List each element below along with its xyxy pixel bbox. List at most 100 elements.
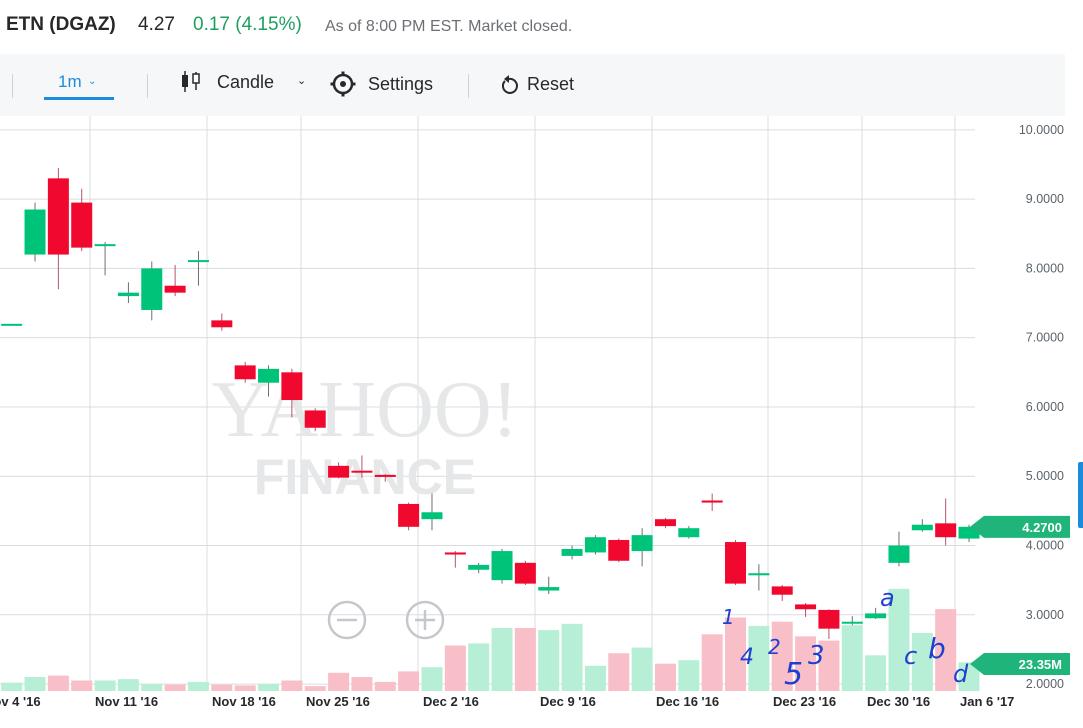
volume-bar — [187, 681, 209, 691]
chevron-down-icon: ⌄ — [88, 76, 97, 87]
candle-body — [304, 410, 326, 428]
y-tick-label: 5.0000 — [1026, 469, 1064, 483]
candle-body — [421, 512, 443, 520]
y-tick-label: 6.0000 — [1026, 400, 1064, 414]
toolbar-divider — [147, 74, 148, 98]
candle-body — [935, 523, 957, 538]
watermark-finance: FINANCE — [254, 449, 476, 505]
candle-body — [258, 368, 280, 383]
candle-body — [164, 285, 186, 293]
candle-body — [795, 604, 817, 610]
volume-bar — [468, 643, 490, 691]
x-tick-label: Dec 30 '16 — [867, 694, 930, 709]
settings-button[interactable]: Settings — [330, 68, 460, 100]
y-tick-label: 10.0000 — [1019, 123, 1064, 137]
toolbar-divider — [12, 74, 13, 98]
ticker-symbol: ETN (DGAZ) — [6, 14, 116, 35]
market-status: As of 8:00 PM EST. Market closed. — [325, 18, 573, 35]
candle-body — [141, 268, 163, 310]
candle-body — [678, 528, 700, 538]
volume-bar — [374, 681, 396, 691]
volume-bar — [328, 672, 350, 691]
reset-button[interactable]: Reset — [500, 68, 590, 100]
x-tick-label: Dec 23 '16 — [773, 694, 836, 709]
volume-bar — [421, 667, 443, 691]
candle-body — [117, 292, 139, 297]
x-tick-label: Dec 9 '16 — [540, 694, 596, 709]
candle-body — [958, 526, 980, 539]
volume-bar — [608, 653, 630, 691]
chart-type-dropdown[interactable]: Candle ⌄ — [180, 68, 315, 100]
reset-label: Reset — [527, 74, 575, 94]
volume-bar — [865, 655, 887, 691]
volume-bar — [654, 663, 676, 691]
zoom-in-button[interactable] — [405, 600, 445, 640]
volume-bar — [304, 686, 326, 691]
handwritten-annotation: b — [928, 632, 946, 665]
volume-bar — [888, 588, 910, 691]
candle-body — [234, 365, 256, 380]
volume-bar — [701, 634, 723, 691]
volume-bar — [561, 623, 583, 691]
volume-bar — [1, 682, 23, 691]
handwritten-annotation: 5 — [784, 657, 803, 692]
handwritten-annotation: d — [953, 660, 969, 688]
volume-bar — [164, 684, 186, 691]
x-tick-label: Nov 25 '16 — [306, 694, 370, 709]
y-tick-label: 3.0000 — [1026, 608, 1064, 622]
chevron-down-icon: ⌄ — [297, 75, 307, 87]
candle-body — [24, 209, 46, 255]
candle-body — [514, 562, 536, 584]
x-tick-label: Dec 16 '16 — [656, 694, 719, 709]
y-tick-label: 7.0000 — [1026, 331, 1064, 345]
candle-body — [818, 609, 840, 629]
volume-bar — [631, 647, 653, 691]
quote-header: ETN (DGAZ) 4.27 0.17 (4.15%) As of 8:00 … — [0, 0, 1083, 54]
volume-bar — [24, 677, 46, 691]
candle-body — [94, 244, 116, 247]
volume-tag — [970, 653, 1070, 675]
candle-body — [701, 500, 723, 503]
volume-bar — [491, 628, 513, 691]
range-label: 1m — [58, 72, 82, 91]
volume-bar — [725, 617, 747, 691]
toolbar-divider — [468, 74, 469, 98]
x-tick-label: Jan 6 '17 — [960, 694, 1014, 709]
volume-bar — [771, 621, 793, 691]
candle-body — [748, 573, 770, 576]
volume-bar — [818, 640, 840, 691]
last-price: 4.27 — [138, 14, 175, 35]
candlestick-chart[interactable]: YAHOO!FINANCE 10.0000 9.0000 8.0000 7.0000 6.… — [0, 116, 1083, 728]
candle-body — [398, 503, 420, 527]
x-tick-label: Dec 2 '16 — [423, 694, 479, 709]
x-tick-label: Nov 4 '16 — [0, 694, 41, 709]
candle-body — [374, 474, 396, 477]
volume-bar — [444, 645, 466, 691]
volume-bar — [748, 625, 770, 691]
handwritten-annotation: 3 — [808, 641, 825, 671]
volume-bar — [514, 628, 536, 691]
candle-body — [211, 320, 233, 328]
volume-bar — [958, 662, 980, 691]
candle-body — [725, 542, 747, 584]
handwritten-annotation: 4 — [740, 645, 754, 670]
reset-icon — [502, 75, 518, 94]
gear-icon — [330, 71, 356, 97]
price-change: 0.17 (4.15%) — [193, 14, 302, 35]
scroll-handle[interactable] — [1078, 462, 1083, 528]
volume-bar — [538, 630, 560, 691]
candle-body — [631, 535, 653, 552]
volume-bar — [117, 679, 139, 691]
volume-bar — [71, 680, 93, 691]
candle-body — [911, 524, 933, 531]
candle-body — [1, 323, 23, 326]
volume-bar — [841, 625, 863, 691]
active-range-underline — [44, 97, 114, 100]
zoom-out-button[interactable] — [327, 600, 367, 640]
volume-label: 23.35M — [1019, 657, 1062, 672]
y-tick-label: 4.0000 — [1026, 539, 1064, 553]
volume-bar — [935, 609, 957, 691]
range-selector-1m[interactable]: 1m ⌄ — [44, 68, 114, 100]
volume-bar — [795, 636, 817, 691]
candle-body — [444, 552, 466, 555]
